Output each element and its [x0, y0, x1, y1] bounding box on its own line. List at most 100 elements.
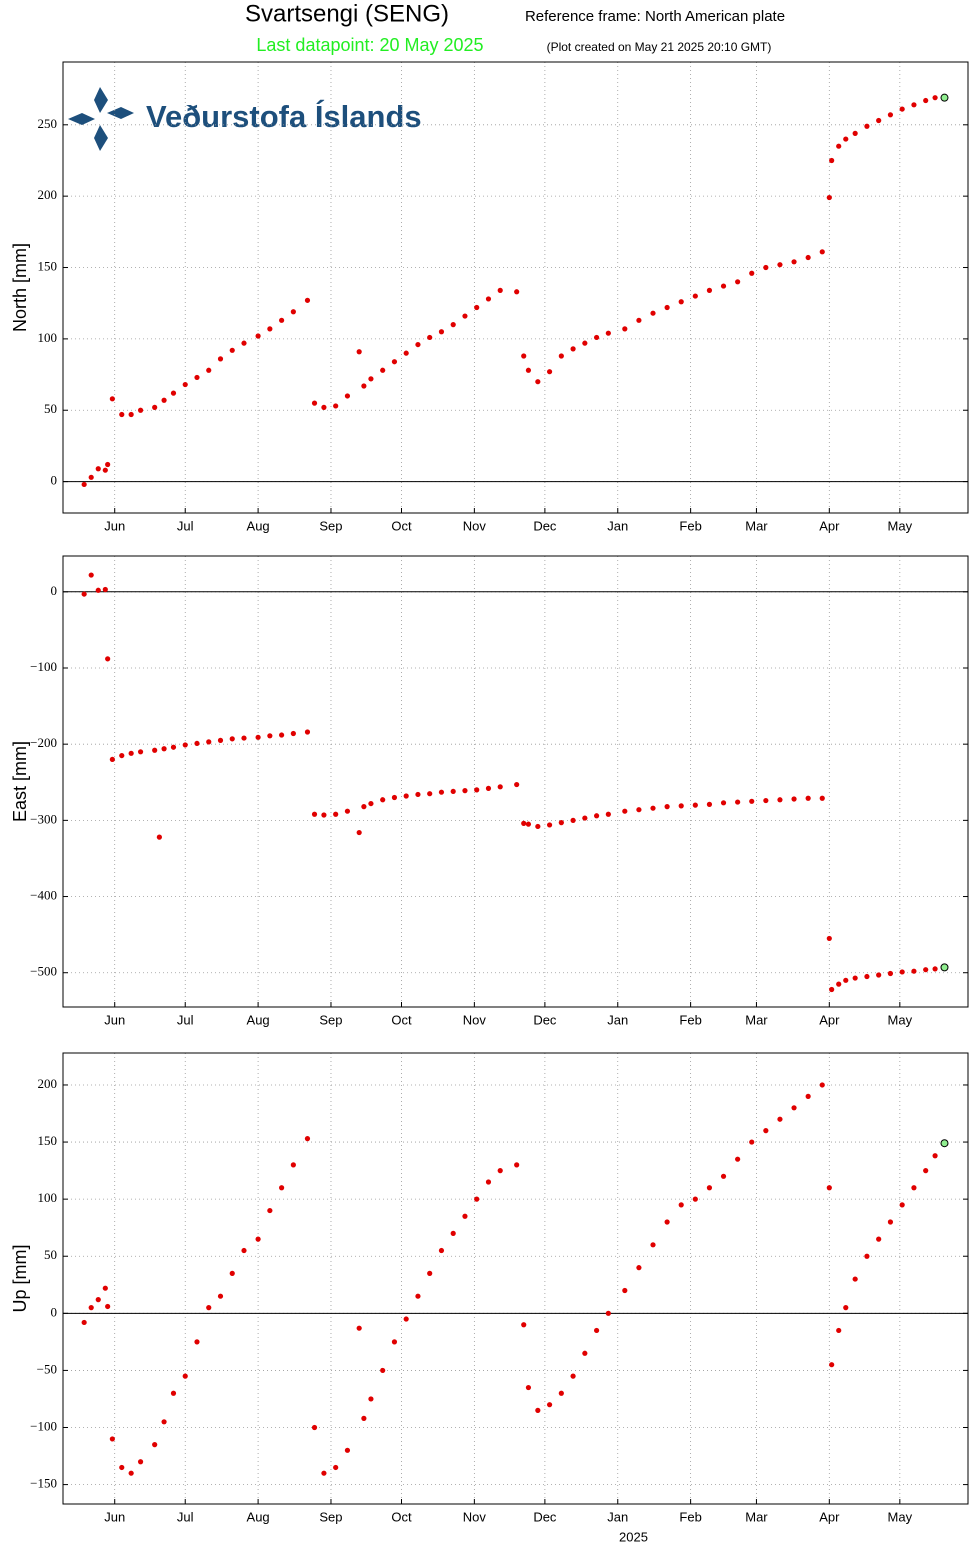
x-tick-label: Aug [247, 1509, 270, 1524]
data-point [593, 1327, 600, 1334]
data-point [546, 1402, 553, 1408]
data-point [497, 784, 503, 790]
x-tick-label: Nov [463, 518, 487, 533]
data-point [255, 734, 261, 740]
data-point [735, 799, 741, 805]
data-point [170, 744, 177, 750]
data-point [119, 1464, 125, 1471]
data-point [380, 1367, 386, 1374]
data-point [525, 1384, 532, 1391]
data-point [664, 804, 670, 810]
data-point [720, 283, 727, 289]
data-point [678, 803, 684, 809]
data-point [582, 1350, 588, 1356]
data-point [923, 97, 929, 104]
data-point [450, 788, 456, 795]
chart-title: Svartsengi (SENG) [245, 0, 449, 27]
x-tick-label: Dec [533, 1012, 557, 1027]
y-tick-label: −100 [30, 659, 57, 674]
data-point [605, 330, 611, 336]
data-point [415, 1293, 421, 1299]
data-point [819, 249, 825, 255]
x-tick-label: Jan [607, 1012, 628, 1027]
data-point [95, 587, 101, 593]
data-point [391, 1339, 398, 1345]
y-tick-label: 100 [38, 1190, 58, 1205]
data-point [777, 262, 783, 268]
data-point [836, 1327, 842, 1334]
y-tick-label: −50 [37, 1361, 57, 1376]
data-point [137, 749, 144, 755]
data-point [290, 1162, 296, 1168]
data-point [940, 963, 949, 972]
data-point [819, 1082, 825, 1088]
data-point [368, 1396, 374, 1402]
y-tick-label: 200 [38, 1076, 58, 1091]
data-point [525, 821, 532, 827]
x-tick-label: May [888, 1012, 913, 1027]
x-tick-label: Oct [391, 1509, 412, 1524]
data-point [720, 1173, 727, 1179]
data-point [763, 264, 769, 271]
data-point [622, 326, 628, 332]
data-point [229, 736, 235, 742]
data-point [255, 1236, 261, 1242]
y-tick-label: −150 [30, 1476, 57, 1491]
data-point [819, 795, 825, 801]
plot-created: (Plot created on May 21 2025 20:10 GMT) [547, 40, 772, 54]
data-point [427, 1270, 433, 1276]
data-point [344, 393, 351, 399]
data-point [304, 1136, 311, 1142]
data-point [88, 474, 94, 480]
data-point [161, 746, 167, 752]
data-point [152, 747, 158, 753]
data-point [450, 322, 456, 328]
data-point [735, 279, 741, 285]
data-point [826, 1185, 832, 1191]
data-point [843, 136, 849, 142]
data-point [361, 804, 367, 810]
data-point [95, 466, 101, 472]
plot-frame [62, 1052, 969, 1505]
data-point [664, 304, 670, 311]
data-point [427, 334, 433, 341]
data-point [102, 1285, 108, 1291]
data-point [311, 400, 318, 406]
data-point [311, 811, 318, 817]
data-point [535, 379, 541, 385]
data-point [391, 359, 398, 365]
data-point [88, 1305, 94, 1311]
data-point [267, 1207, 273, 1214]
data-point [194, 1339, 200, 1345]
x-tick-label: May [888, 518, 913, 533]
data-point [450, 1230, 456, 1236]
data-point [137, 407, 144, 413]
x-tick-label: Feb [679, 1012, 701, 1027]
data-point [525, 367, 532, 373]
data-point [415, 341, 421, 348]
data-point [805, 1093, 811, 1099]
data-point [546, 369, 553, 375]
data-point [650, 310, 656, 316]
data-point [279, 732, 285, 738]
data-point [777, 1116, 783, 1122]
data-point [290, 730, 296, 737]
data-point [852, 1276, 858, 1282]
data-point [361, 383, 367, 389]
data-point [678, 1202, 684, 1208]
data-point [403, 350, 409, 356]
x-tick-label: Aug [247, 518, 270, 533]
data-point [321, 1470, 327, 1476]
y-tick-label: 250 [38, 116, 58, 131]
data-point [333, 403, 339, 409]
data-point [791, 796, 797, 802]
data-point [805, 795, 811, 801]
data-point [217, 1293, 224, 1299]
logo-icon [68, 87, 134, 151]
y-tick-label: 0 [51, 1304, 58, 1319]
data-point [582, 340, 588, 346]
data-point [88, 572, 94, 578]
x-tick-label: Dec [533, 1509, 557, 1524]
data-point [391, 794, 398, 801]
data-point [361, 1415, 367, 1421]
